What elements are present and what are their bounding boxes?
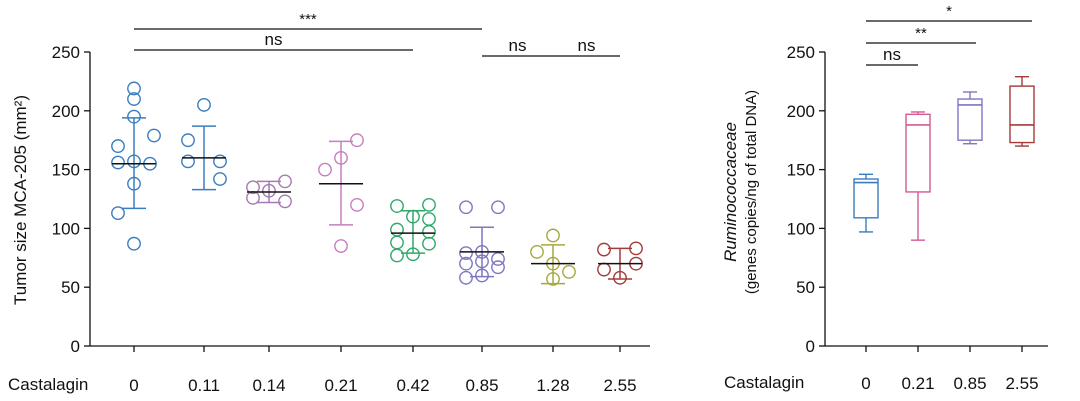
x-tick-label: 1.28 xyxy=(536,376,569,395)
data-point xyxy=(422,236,436,251)
data-point xyxy=(246,180,260,195)
x-tick-label: 0.85 xyxy=(953,374,986,393)
box-iqr xyxy=(1009,85,1035,144)
significance-label: ns xyxy=(578,36,596,55)
box-iqr xyxy=(905,113,931,193)
x-axis-prefix-label: Castalagin xyxy=(8,375,88,394)
data-point xyxy=(459,256,473,271)
data-point xyxy=(459,270,473,285)
data-point xyxy=(213,154,227,169)
y-tick-label: 100 xyxy=(787,219,815,238)
data-point xyxy=(318,162,332,177)
x-tick-label: 0.21 xyxy=(901,374,934,393)
data-point xyxy=(390,222,404,237)
significance-brackets: ***ns xyxy=(866,3,1032,66)
data-point xyxy=(350,133,364,148)
data-point xyxy=(422,197,436,212)
data-point xyxy=(530,245,544,259)
data-point xyxy=(111,139,125,153)
y-tick-label: 150 xyxy=(52,161,80,180)
data-point xyxy=(334,239,348,253)
x-tick-label: 0.14 xyxy=(252,376,285,395)
y-tick-label: 0 xyxy=(806,337,815,356)
data-marks xyxy=(853,75,1035,241)
data-point xyxy=(422,212,436,226)
y-tick-label: 150 xyxy=(787,161,815,180)
y-tick-label: 0 xyxy=(71,337,80,356)
y-tick-label: 200 xyxy=(787,102,815,121)
significance-brackets: *** ns ns ns xyxy=(134,11,620,57)
data-point xyxy=(597,262,611,277)
axes: 0 50 100 150 200 250 0 0.11 0.14 0.21 0.42 0.85 1.28… xyxy=(52,43,650,395)
data-point xyxy=(111,155,125,170)
data-point xyxy=(111,206,125,221)
ruminococcaceae-box-panel: Ruminococcaceae (genes copies/ng of tota… xyxy=(721,3,1048,393)
data-point xyxy=(181,133,195,148)
data-point xyxy=(491,252,505,266)
x-tick-label: 0 xyxy=(129,376,138,395)
data-point xyxy=(127,81,141,96)
x-tick-label: 0.21 xyxy=(324,376,357,395)
significance-label: * xyxy=(946,3,952,20)
data-point xyxy=(491,260,505,275)
significance-label: ns xyxy=(265,30,283,49)
data-point xyxy=(127,236,141,251)
data-marks xyxy=(111,81,643,286)
significance-label: ns xyxy=(883,45,901,64)
data-point xyxy=(350,197,364,212)
y-tick-label: 250 xyxy=(52,43,80,62)
y-tick-label: 100 xyxy=(52,219,80,238)
data-point xyxy=(197,98,211,112)
y-axis-label-taxon: Ruminococcaceae xyxy=(721,122,740,262)
data-point xyxy=(390,199,404,213)
tumor-size-scatter-panel: Tumor size MCA-205 (mm²) Castalagin 0 50 1… xyxy=(8,11,650,395)
significance-label: ns xyxy=(509,36,527,55)
significance-label: ** xyxy=(915,25,927,42)
data-point xyxy=(278,194,292,209)
data-point xyxy=(597,242,611,257)
x-tick-label: 0.42 xyxy=(396,376,429,395)
data-point xyxy=(562,265,576,279)
y-tick-label: 200 xyxy=(52,102,80,121)
y-tick-label: 250 xyxy=(787,43,815,62)
x-tick-label: 2.55 xyxy=(1005,374,1038,393)
data-point xyxy=(459,246,473,260)
data-point xyxy=(546,228,560,243)
data-point xyxy=(459,200,473,215)
axes: 0 50 100 150 200 250 0 0.21 0.85 2.55 xyxy=(787,43,1048,393)
data-point xyxy=(491,200,505,215)
y-axis-label-units: (genes copies/ng of total DNA) xyxy=(743,90,760,294)
data-point xyxy=(390,235,404,250)
box-iqr xyxy=(957,98,983,141)
y-tick-label: 50 xyxy=(61,278,80,297)
data-point xyxy=(181,154,195,169)
data-point xyxy=(390,248,404,263)
data-point xyxy=(127,92,141,106)
significance-label: *** xyxy=(299,11,317,28)
x-tick-label: 2.55 xyxy=(603,376,636,395)
y-tick-label: 50 xyxy=(796,278,815,297)
data-point xyxy=(213,172,227,186)
x-tick-label: 0.11 xyxy=(188,376,220,395)
x-axis-prefix-label: Castalagin xyxy=(724,373,804,392)
box-iqr xyxy=(853,178,879,219)
x-tick-label: 0.85 xyxy=(465,376,498,395)
x-tick-label: 0 xyxy=(861,374,870,393)
data-point xyxy=(422,225,436,239)
y-axis-label: Tumor size MCA-205 (mm²) xyxy=(11,95,30,305)
data-point xyxy=(147,128,161,143)
